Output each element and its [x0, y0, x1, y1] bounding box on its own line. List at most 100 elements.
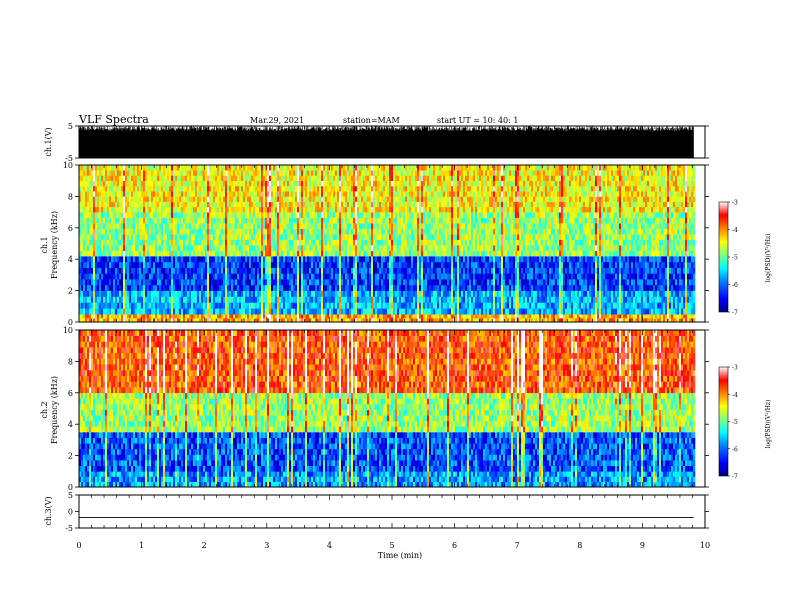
spectrogram-cell: [87, 234, 90, 240]
spectrogram-cell: [397, 250, 400, 257]
spectrogram-cell: [323, 196, 326, 202]
spectrogram-cell: [305, 314, 308, 319]
spectrogram-cell: [315, 228, 318, 235]
spectrogram-cell: [107, 261, 110, 268]
spectrogram-cell: [375, 245, 378, 251]
spectrogram-cell: [103, 185, 106, 192]
spectrogram-cell: [397, 256, 400, 263]
spectrogram-cell: [169, 191, 172, 197]
spectrogram-cell: [379, 261, 382, 268]
spectrogram-cell: [231, 314, 234, 319]
spectrogram-cell: [407, 279, 410, 286]
spectrogram-cell: [107, 239, 110, 246]
spectrogram-cell: [107, 279, 110, 286]
spectrogram-cell: [413, 217, 416, 224]
spectrogram-cell: [377, 314, 380, 319]
spectrogram-cell: [235, 296, 238, 303]
spectrogram-cell: [93, 201, 96, 208]
spectrogram-cell: [83, 239, 86, 246]
spectrogram-cell: [153, 234, 156, 240]
spectrogram-cell: [119, 267, 122, 274]
spectrogram-cell: [265, 256, 268, 263]
spectrogram-cell: [125, 279, 128, 286]
spectrogram-cell: [275, 308, 278, 315]
spectrogram-cell: [361, 308, 364, 315]
spectrogram-cell: [85, 228, 88, 235]
spectrogram-cell: [289, 250, 292, 257]
spectrogram-cell: [113, 267, 116, 274]
spectrogram-cell: [175, 250, 178, 257]
spectrogram-cell: [309, 256, 312, 263]
spectrogram-cell: [103, 279, 106, 286]
spectrogram-cell: [111, 170, 114, 176]
spectrogram-cell: [289, 185, 292, 192]
spectrogram-cell: [193, 302, 196, 309]
spectrogram-cell: [399, 196, 402, 202]
spectrogram-cell: [255, 267, 258, 274]
spectrogram-cell: [241, 302, 244, 309]
spectrogram-cell: [135, 228, 138, 235]
spectrogram-cell: [389, 170, 392, 176]
spectrogram-cell: [371, 239, 374, 246]
spectrogram-cell: [371, 308, 374, 315]
spectrogram-cell: [95, 250, 98, 257]
spectrogram-cell: [377, 239, 380, 246]
spectrogram-cell: [351, 279, 354, 286]
spectrogram-cell: [117, 239, 120, 246]
spectrogram-cell: [185, 217, 188, 224]
spectrogram-cell: [185, 308, 188, 315]
spectrogram-cell: [387, 223, 390, 229]
spectrogram-cell: [223, 290, 226, 297]
spectrogram-cell: [341, 314, 344, 319]
spectrogram-cell: [281, 217, 284, 224]
spectrogram-cell: [235, 261, 238, 268]
spectrogram-cell: [243, 201, 246, 208]
spectrogram-cell: [289, 267, 292, 274]
spectrogram-cell: [383, 267, 386, 274]
spectrogram-cell: [257, 191, 260, 197]
spectrogram-cell: [191, 267, 194, 274]
spectrogram-cell: [211, 170, 214, 176]
spectrogram-cell: [207, 308, 210, 315]
spectrogram-cell: [151, 175, 154, 181]
spectrogram-cell: [133, 290, 136, 297]
spectrogram-cell: [379, 284, 382, 291]
spectrogram-cell: [135, 223, 138, 229]
spectrogram-cell: [219, 279, 222, 286]
spectrogram-cell: [259, 234, 262, 240]
spectrogram-cell: [295, 196, 298, 202]
spectrogram-cell: [331, 256, 334, 263]
spectrogram-cell: [201, 165, 204, 171]
spectrogram-cell: [271, 170, 274, 176]
spectrogram-cell: [97, 217, 100, 224]
spectrogram-cell: [393, 318, 396, 323]
spectrogram-cell: [245, 175, 248, 181]
spectrogram-cell: [193, 256, 196, 263]
spectrogram-cell: [381, 165, 384, 171]
spectrogram-cell: [349, 250, 352, 257]
spectrogram-cell: [167, 175, 170, 181]
spectrogram-cell: [321, 217, 324, 224]
spectrogram-cell: [187, 273, 190, 280]
spectrogram-cell: [273, 284, 276, 291]
spectrogram-cell: [93, 250, 96, 257]
spectrogram-cell: [341, 239, 344, 246]
spectrogram-cell: [125, 245, 128, 251]
spectrogram-cell: [243, 267, 246, 274]
spectrogram-cell: [103, 180, 106, 187]
spectrogram-cell: [97, 245, 100, 251]
spectrogram-cell: [157, 284, 160, 291]
spectrogram-cell: [177, 175, 180, 181]
spectrogram-cell: [381, 223, 384, 229]
spectrogram-cell: [253, 201, 256, 208]
spectrogram-cell: [127, 290, 130, 297]
spectrogram-cell: [195, 245, 198, 251]
spectrogram-cell: [103, 196, 106, 202]
spectrogram-cell: [351, 234, 354, 240]
spectrogram-cell: [311, 267, 314, 274]
spectrogram-cell: [133, 284, 136, 291]
spectrogram-cell: [249, 223, 252, 229]
spectrogram-cell: [233, 185, 236, 192]
spectrogram-cell: [257, 267, 260, 274]
spectrogram-cell: [387, 245, 390, 251]
